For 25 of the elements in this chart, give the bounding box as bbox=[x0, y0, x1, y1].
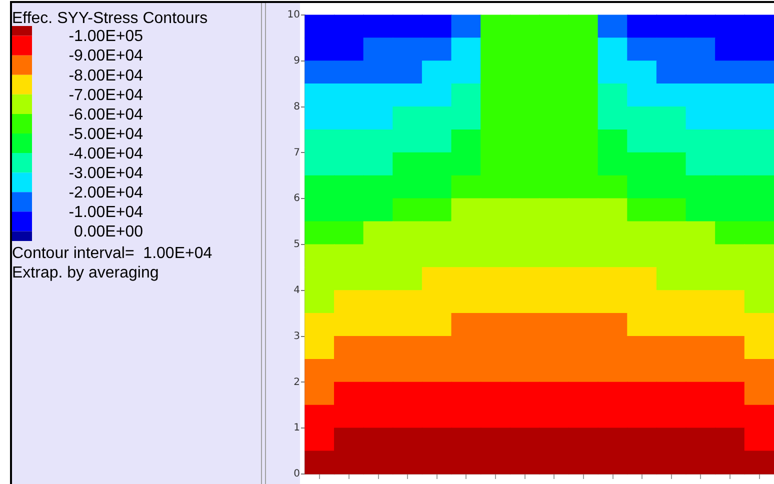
color-bar-label: -1.00E+04 bbox=[68, 204, 144, 222]
color-bar-title: Effec. SYY-Stress Contours bbox=[12, 10, 208, 27]
color-bar-label: -3.00E+04 bbox=[68, 164, 144, 182]
color-bar-label: -8.00E+04 bbox=[68, 67, 144, 84]
color-bar-label: -5.00E+04 bbox=[68, 126, 144, 143]
y-tick-label: 1 bbox=[294, 422, 300, 434]
y-tick-label: 4 bbox=[294, 284, 300, 296]
y-tick-label: 10 bbox=[287, 10, 300, 21]
color-bar-label: -7.00E+04 bbox=[68, 86, 144, 104]
y-tick-label: 7 bbox=[294, 147, 300, 158]
color-bar-label: -4.00E+04 bbox=[68, 145, 144, 162]
text: Contour interval= 1.00E+04 bbox=[12, 245, 212, 262]
text: Extrap. by averaging bbox=[12, 264, 159, 282]
y-tick-label: 5 bbox=[294, 239, 300, 250]
y-tick-label: 3 bbox=[294, 330, 300, 342]
y-tick-label: 6 bbox=[294, 193, 300, 204]
y-tick-label: 2 bbox=[294, 376, 300, 388]
color-bar-label: -2.00E+04 bbox=[68, 184, 144, 202]
color-bar-label: 0.00E+00 bbox=[70, 224, 144, 241]
color-bar-label: -6.00E+04 bbox=[68, 106, 144, 124]
y-tick-label: 9 bbox=[294, 55, 300, 66]
color-bar-label: -1.00E+05 bbox=[68, 28, 144, 46]
y-tick-label: 8 bbox=[294, 101, 300, 112]
y-tick-label: 0 bbox=[294, 468, 300, 480]
color-bar-label: -9.00E+04 bbox=[68, 48, 144, 65]
